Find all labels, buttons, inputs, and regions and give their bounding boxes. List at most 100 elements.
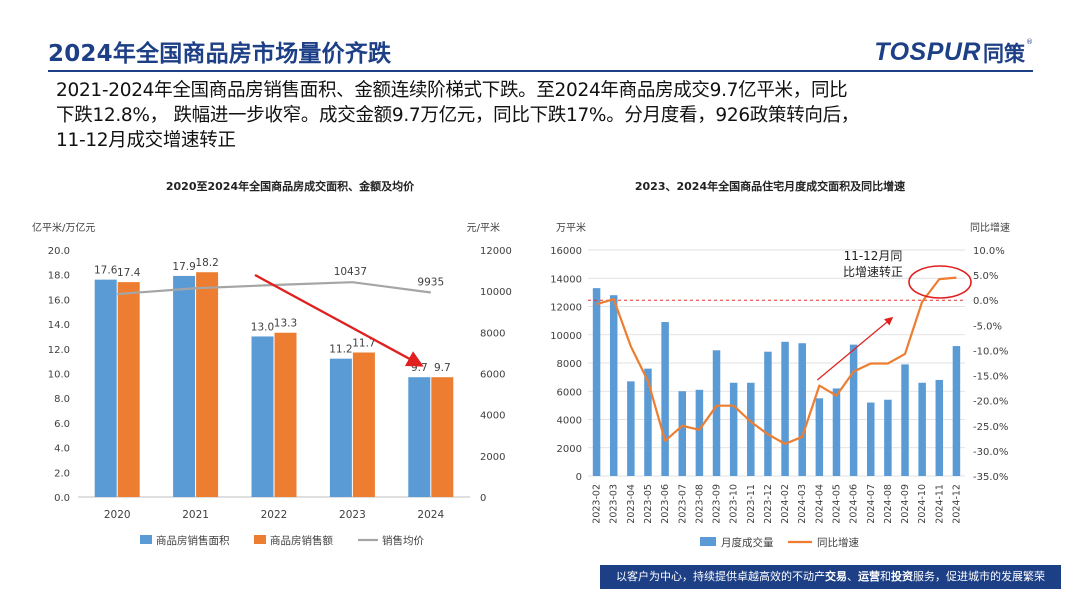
right-y2-tick-label: -10.0% [973,346,1008,357]
left-chart-title: 2020至2024年全国商品房成交面积、金额及均价 [165,180,415,193]
right-y2-tick-label: -35.0% [973,472,1008,483]
left-y-tick-label: 2.0 [54,468,70,479]
bar-monthly-volume [729,382,738,476]
bar-monthly-volume [952,346,961,476]
bar-sales-amount [196,272,219,497]
left-x-tick-label: 2021 [182,509,209,521]
bar-monthly-volume [867,402,875,476]
bar-data-label: 11.2 [329,344,352,356]
left-x-tick-label: 2022 [261,509,288,521]
right-x-tick-label: 2024-03 [797,484,808,524]
bar-sales-amount [117,282,140,497]
legend-label: 商品房销售额 [270,534,333,547]
right-x-tick-label: 2024-08 [883,484,894,524]
left-y-tick-label: 8.0 [54,394,70,405]
line-data-label: 9935 [417,277,444,289]
left-y-tick-label: 0.0 [54,493,70,504]
right-x-tick-label: 2024-07 [866,484,877,524]
summary-line: 下跌12.8%， 跌幅进一步收窄。成交金额9.7万亿元，同比下跌17%。分月度看… [56,105,860,126]
footer-banner: 以客户为中心，持续提供卓越高效的不动产交易、运营和投资服务，促进城市的发展繁荣 [600,565,1061,589]
highlight-ellipse [908,265,972,299]
footer-bold: 运营 [858,570,880,583]
right-y2-tick-label: -30.0% [973,447,1008,458]
summary-text: 2021-2024年全国商品房销售面积、金额连续阶梯式下跌。至2024年商品房成… [56,78,1031,153]
left-y-axis-title: 亿平米/万亿元 [32,221,95,234]
footer-text: 、 [847,570,858,583]
right-x-tick-label: 2023-06 [660,484,671,524]
footer-text: 和 [880,570,891,583]
right-y-tick-label: 16000 [550,246,582,257]
bar-data-label: 13.0 [251,321,274,333]
right-x-tick-label: 2024-11 [934,484,945,524]
summary-line: 2021-2024年全国商品房销售面积、金额连续阶梯式下跌。至2024年商品房成… [56,80,848,101]
right-y2-tick-label: 5.0% [973,271,998,282]
left-y-tick-label: 16.0 [48,295,70,306]
bar-sales-area [94,279,117,497]
right-y2-tick-label: -25.0% [973,422,1008,433]
right-y2-tick-label: 0.0% [973,296,998,307]
bar-sales-area [251,336,274,497]
left-y2-tick-label: 8000 [480,328,505,339]
bar-data-label: 9.7 [434,362,451,374]
bar-monthly-volume [678,391,686,476]
legend-label: 商品房销售面积 [156,534,230,547]
line-data-label: 10437 [334,266,367,278]
bar-monthly-volume [884,399,892,476]
left-x-tick-label: 2024 [417,509,444,521]
right-y2-axis-title: 同比增速 [970,221,1010,234]
bar-monthly-volume [695,389,704,476]
legend-swatch [700,537,716,546]
right-x-tick-label: 2024-12 [951,484,962,524]
right-y-tick-label: 12000 [550,303,582,314]
left-y-tick-label: 20.0 [48,246,70,257]
right-chart-title: 2023、2024年全国商品住宅月度成交面积及同比增速 [634,180,906,193]
bar-sales-amount [274,332,297,497]
footer-text: 服务，促进城市的发展繁荣 [913,570,1045,583]
bar-monthly-volume [781,341,789,476]
bar-data-label: 13.3 [274,318,297,330]
bar-data-label: 17.6 [94,265,118,277]
footer-bold: 交易 [825,570,847,583]
right-y-tick-label: 8000 [557,359,582,370]
right-x-tick-label: 2024-10 [917,484,928,524]
right-x-tick-label: 2023-04 [626,484,637,524]
title-bar: 2024年全国商品房市场量价齐跌 TOSPUR 同策 ® [48,30,1033,70]
registered-mark: ® [1026,38,1033,46]
bar-data-label: 17.9 [172,261,195,273]
bar-data-label: 11.7 [352,338,375,350]
bar-monthly-volume [849,344,858,476]
right-y-tick-label: 14000 [550,274,582,285]
right-x-tick-label: 2023-07 [677,484,688,524]
annotation-label: 11-12月同 [844,249,903,263]
right-x-tick-label: 2023-10 [729,484,740,524]
left-y2-tick-label: 4000 [480,411,505,422]
trend-arrow-up [816,316,894,381]
brand-cjk: 同策 [983,42,1025,66]
bar-sales-area [173,275,196,497]
legend-swatch [254,535,266,544]
right-x-tick-label: 2023-09 [712,484,723,524]
left-y2-tick-label: 2000 [480,452,505,463]
left-y-tick-label: 6.0 [54,419,70,430]
footer-text: 以客户为中心，持续提供卓越高效的不动产 [616,570,825,583]
left-y2-tick-label: 6000 [480,370,505,381]
right-y2-tick-label: -5.0% [973,321,1002,332]
left-y2-tick-label: 10000 [480,287,512,298]
left-y2-tick-label: 0 [480,493,486,504]
right-x-tick-label: 2023-11 [746,484,757,524]
left-x-tick-label: 2023 [339,509,366,521]
left-y-tick-label: 14.0 [48,320,70,331]
legend-swatch [140,535,152,544]
bar-sales-area [329,358,352,497]
bar-monthly-volume [764,351,772,476]
bar-monthly-volume [592,288,601,476]
right-y-tick-label: 4000 [557,416,582,427]
right-x-tick-label: 2024-04 [814,484,825,524]
bar-monthly-volume [627,381,635,476]
right-x-tick-label: 2024-09 [900,484,911,524]
bar-monthly-volume [901,364,909,476]
right-y-tick-label: 0 [576,472,582,483]
brand-logo: TOSPUR 同策 ® [874,38,1033,68]
legend-label: 月度成交量 [721,536,774,549]
